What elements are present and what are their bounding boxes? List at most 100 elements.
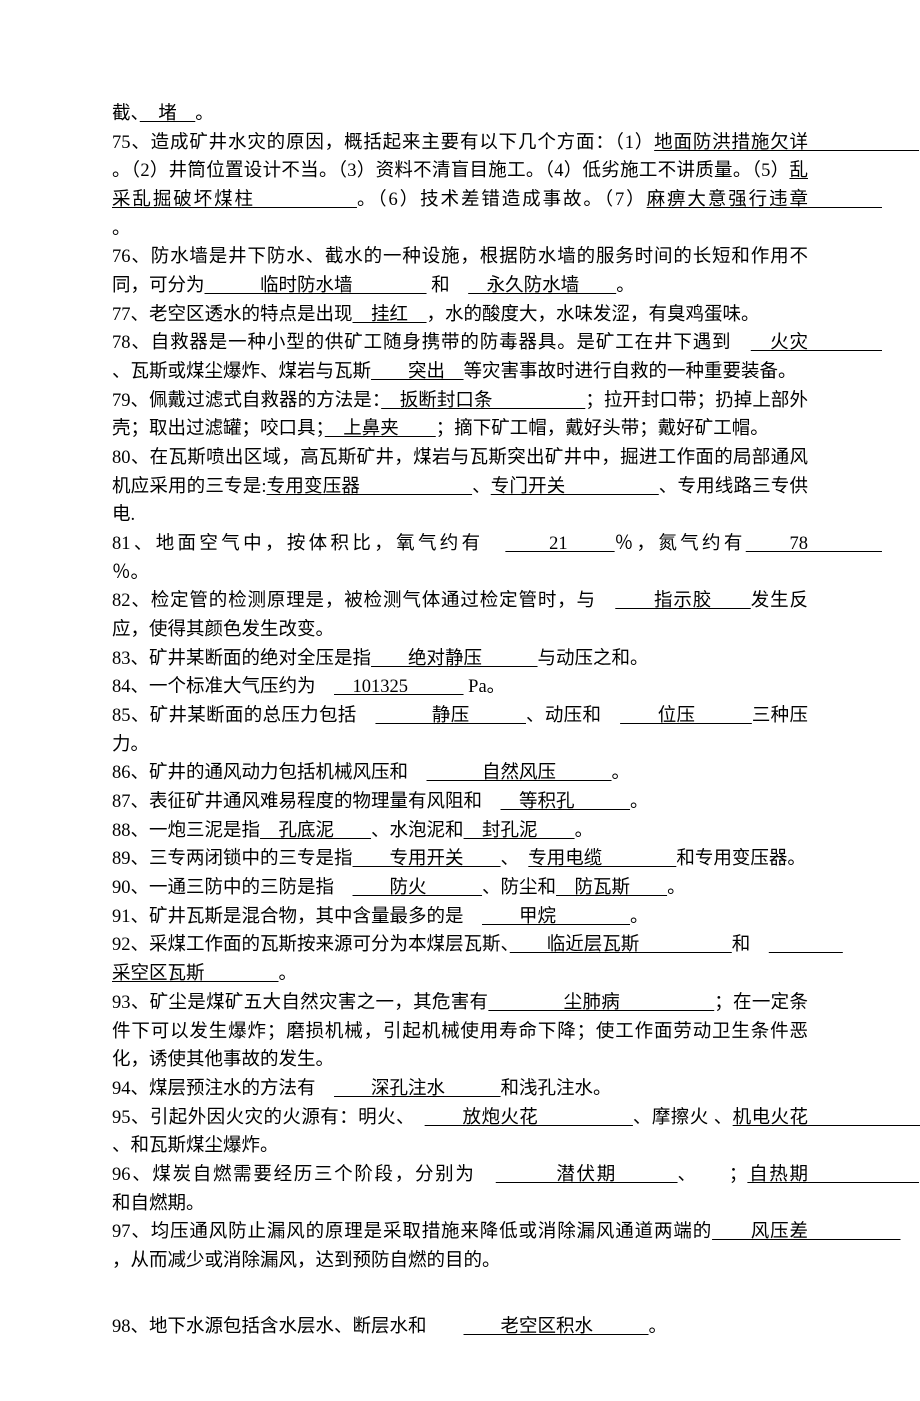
text-95-4: 、和瓦斯煤尘爆炸。: [112, 1136, 279, 1156]
blank-79-3: 上鼻夹: [325, 419, 436, 439]
text-78-0: 78、自救器是一种小型的供矿工随身携带的防毒器具。是矿工在井下遇到: [112, 333, 751, 353]
blank-92-1: 临近层瓦斯: [510, 935, 732, 955]
question-82: 82、检定管的检测原理是，被检测气体通过检定管时，与 指示胶 发生反应，使得其颜…: [112, 587, 808, 644]
question-97: 97、均压通风防止漏风的原理是采取措施来降低或消除漏风通道两端的 风压差 ，从而…: [112, 1218, 808, 1275]
text-81-2: ％，氮气约有: [615, 534, 746, 554]
question-84: 84、一个标准大气压约为 101325 Pa。: [112, 673, 808, 702]
question-79: 79、佩戴过滤式自救器的方法是： 扳断封口条 ；拉开封口带；扔掉上部外壳；取出过…: [112, 387, 808, 444]
text-96-0: 96、煤炭自燃需要经历三个阶段，分别为: [112, 1165, 496, 1185]
text-83-2: 与动压之和。: [538, 649, 649, 669]
text-75-0: 75、造成矿井水灾的原因，概括起来主要有以下几个方面：（1）: [112, 133, 654, 153]
text-97-0: 97、均压通风防止漏风的原理是采取措施来降低或消除漏风通道两端的: [112, 1222, 712, 1242]
question-83: 83、矿井某断面的绝对全压是指 绝对静压 与动压之和。: [112, 645, 808, 674]
text-81-0: 81、地面空气中，按体积比，氧气约有: [112, 534, 505, 554]
question-86: 86、矿井的通风动力包括机械风压和 自然风压 。: [112, 759, 808, 788]
text-78-4: 等灾害事故时进行自救的一种重要装备。: [464, 362, 797, 382]
blank-96-1: 潜伏期: [496, 1165, 678, 1185]
blank-76-1: 临时防水墙: [205, 276, 427, 296]
blank-86-1: 自然风压: [427, 763, 612, 783]
question-85: 85、矿井某断面的总压力包括 静压 、动压和 位压 三种压力。: [112, 702, 808, 759]
question-78: 78、自救器是一种小型的供矿工随身携带的防毒器具。是矿工在井下遇到 火灾 、瓦斯…: [112, 329, 808, 386]
text-92-0: 92、采煤工作面的瓦斯按来源可分为本煤层瓦斯、: [112, 935, 510, 955]
blank-85-1: 静压: [375, 706, 526, 726]
text-77-0: 77、老空区透水的特点是出现: [112, 305, 353, 325]
text-93-0: 93、矿尘是煤矿五大自然灾害之一，其危害有: [112, 993, 488, 1013]
text-98-2: 。: [649, 1317, 668, 1337]
text-88-2: 、水泡泥和: [371, 821, 464, 841]
text-89-2: 、: [501, 849, 529, 869]
text-96-2: 、 ；: [678, 1165, 748, 1185]
blank-85-3: 位压: [620, 706, 752, 726]
blank-81-3: 78: [746, 534, 882, 554]
text-87-0: 87、表征矿井通风难易程度的物理量有风阻和: [112, 792, 501, 812]
blank-75-1: 地面防洪措施欠详: [654, 133, 919, 153]
text-91-0: 91、矿井瓦斯是混合物，其中含量最多的是: [112, 907, 482, 927]
blank-90-3: 防瓦斯: [556, 878, 667, 898]
blank-87-1: 等积孔: [501, 792, 631, 812]
text-94-2: 和浅孔注水。: [501, 1079, 612, 1099]
question-94: 94、煤层预注水的方法有 深孔注水 和浅孔注水。: [112, 1075, 808, 1104]
text-86-2: 。: [612, 763, 631, 783]
blank-98-1: 老空区积水: [464, 1317, 649, 1337]
text-87-2: 。: [630, 792, 649, 812]
blank-88-1: 孔底泥: [260, 821, 371, 841]
question-91: 91、矿井瓦斯是混合物，其中含量最多的是 甲烷 。: [112, 903, 808, 932]
text-79-4: ；摘下矿工帽，戴好头带；戴好矿工帽。: [436, 419, 769, 439]
question-80: 80、在瓦斯喷出区域，高瓦斯矿井，煤岩与瓦斯突出矿井中，掘进工作面的局部通风机应…: [112, 444, 808, 530]
blank-84-1: 101325: [334, 677, 464, 697]
text-81-4: ％。: [112, 563, 149, 583]
text-74tail-0: 截、: [112, 104, 140, 124]
blank-74tail-1: 堵: [140, 104, 196, 124]
blank-88-3: 封孔泥: [464, 821, 575, 841]
text-83-0: 83、矿井某断面的绝对全压是指: [112, 649, 371, 669]
blank-93-1: 尘肺病: [488, 993, 714, 1013]
blank-80-1: 专用变压器: [267, 477, 473, 497]
blank-89-3: 专用电缆: [528, 849, 676, 869]
blank-76-3: 永久防水墙: [468, 276, 616, 296]
text-95-0: 95、引起外因火灾的火源有：明火、: [112, 1108, 425, 1128]
text-91-2: 。: [630, 907, 649, 927]
blank-90-1: 防火: [353, 878, 483, 898]
text-92-4: 。: [279, 964, 298, 984]
blank-78-1: 火灾: [751, 333, 882, 353]
blank-91-1: 甲烷: [482, 907, 630, 927]
question-77: 77、老空区透水的特点是出现 挂红 ，水的酸度大，水味发涩，有臭鸡蛋味。: [112, 301, 808, 330]
text-90-0: 90、一通三防中的三防是指: [112, 878, 353, 898]
question-75: 75、造成矿井水灾的原因，概括起来主要有以下几个方面：（1）地面防洪措施欠详 。…: [112, 129, 808, 244]
text-74tail-2: 。: [195, 104, 214, 124]
text-92-2: 和: [732, 935, 769, 955]
text-79-0: 79、佩戴过滤式自救器的方法是：: [112, 391, 381, 411]
blank-75-5: 麻痹大意强行违章: [647, 190, 882, 210]
text-88-4: 。: [575, 821, 594, 841]
blank-81-1: 21: [505, 534, 614, 554]
text-77-2: ，水的酸度大，水味发涩，有臭鸡蛋味。: [427, 305, 760, 325]
text-98-0: 98、地下水源包括含水层水、断层水和: [112, 1317, 464, 1337]
blank-82-1: 指示胶: [615, 591, 751, 611]
blank-79-1: 扳断封口条: [381, 391, 585, 411]
question-87: 87、表征矿井通风难易程度的物理量有风阻和 等积孔 。: [112, 788, 808, 817]
text-78-2: 、瓦斯或煤尘爆炸、煤岩与瓦斯: [112, 362, 371, 382]
text-88-0: 88、一炮三泥是指: [112, 821, 260, 841]
text-85-0: 85、矿井某断面的总压力包括: [112, 706, 375, 726]
document-page: 截、 堵 。75、造成矿井水灾的原因，概括起来主要有以下几个方面：（1）地面防洪…: [0, 0, 920, 1401]
text-95-2: 、摩擦火 、: [633, 1108, 733, 1128]
text-76-2: 和: [427, 276, 469, 296]
text-89-4: 和专用变压器。: [676, 849, 806, 869]
text-75-4: 。（6）技术差错造成事故。（7）: [357, 190, 647, 210]
text-80-2: 、: [472, 477, 491, 497]
text-82-0: 82、检定管的检测原理是，被检测气体通过检定管时，与: [112, 591, 615, 611]
text-85-2: 、动压和: [526, 706, 620, 726]
question-92: 92、采煤工作面的瓦斯按来源可分为本煤层瓦斯、 临近层瓦斯 和 采空区瓦斯 。: [112, 931, 808, 988]
question-81: 81、地面空气中，按体积比，氧气约有 21 ％，氮气约有 78 ％。: [112, 530, 808, 587]
text-94-0: 94、煤层预注水的方法有: [112, 1079, 334, 1099]
text-76-4: 。: [616, 276, 635, 296]
blank-97-1: 风压差: [712, 1222, 900, 1242]
text-75-6: 。: [112, 219, 131, 239]
question-88: 88、一炮三泥是指 孔底泥 、水泡泥和 封孔泥 。: [112, 817, 808, 846]
question-95: 95、引起外因火灾的火源有：明火、 放炮火花 、摩擦火 、机电火花 、和瓦斯煤尘…: [112, 1104, 808, 1161]
question-89: 89、三专两闭锁中的三专是指 专用开关 、 专用电缆 和专用变压器。: [112, 845, 808, 874]
blank-77-1: 挂红: [353, 305, 427, 325]
question-gap: [112, 1276, 808, 1313]
text-84-2: Pa。: [464, 677, 506, 697]
question-76: 76、防水墙是井下防水、截水的一种设施，根据防水墙的服务时间的长短和作用不同，可…: [112, 243, 808, 300]
